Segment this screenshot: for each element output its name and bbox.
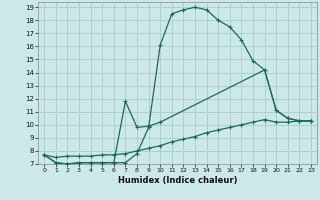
X-axis label: Humidex (Indice chaleur): Humidex (Indice chaleur): [118, 176, 237, 185]
